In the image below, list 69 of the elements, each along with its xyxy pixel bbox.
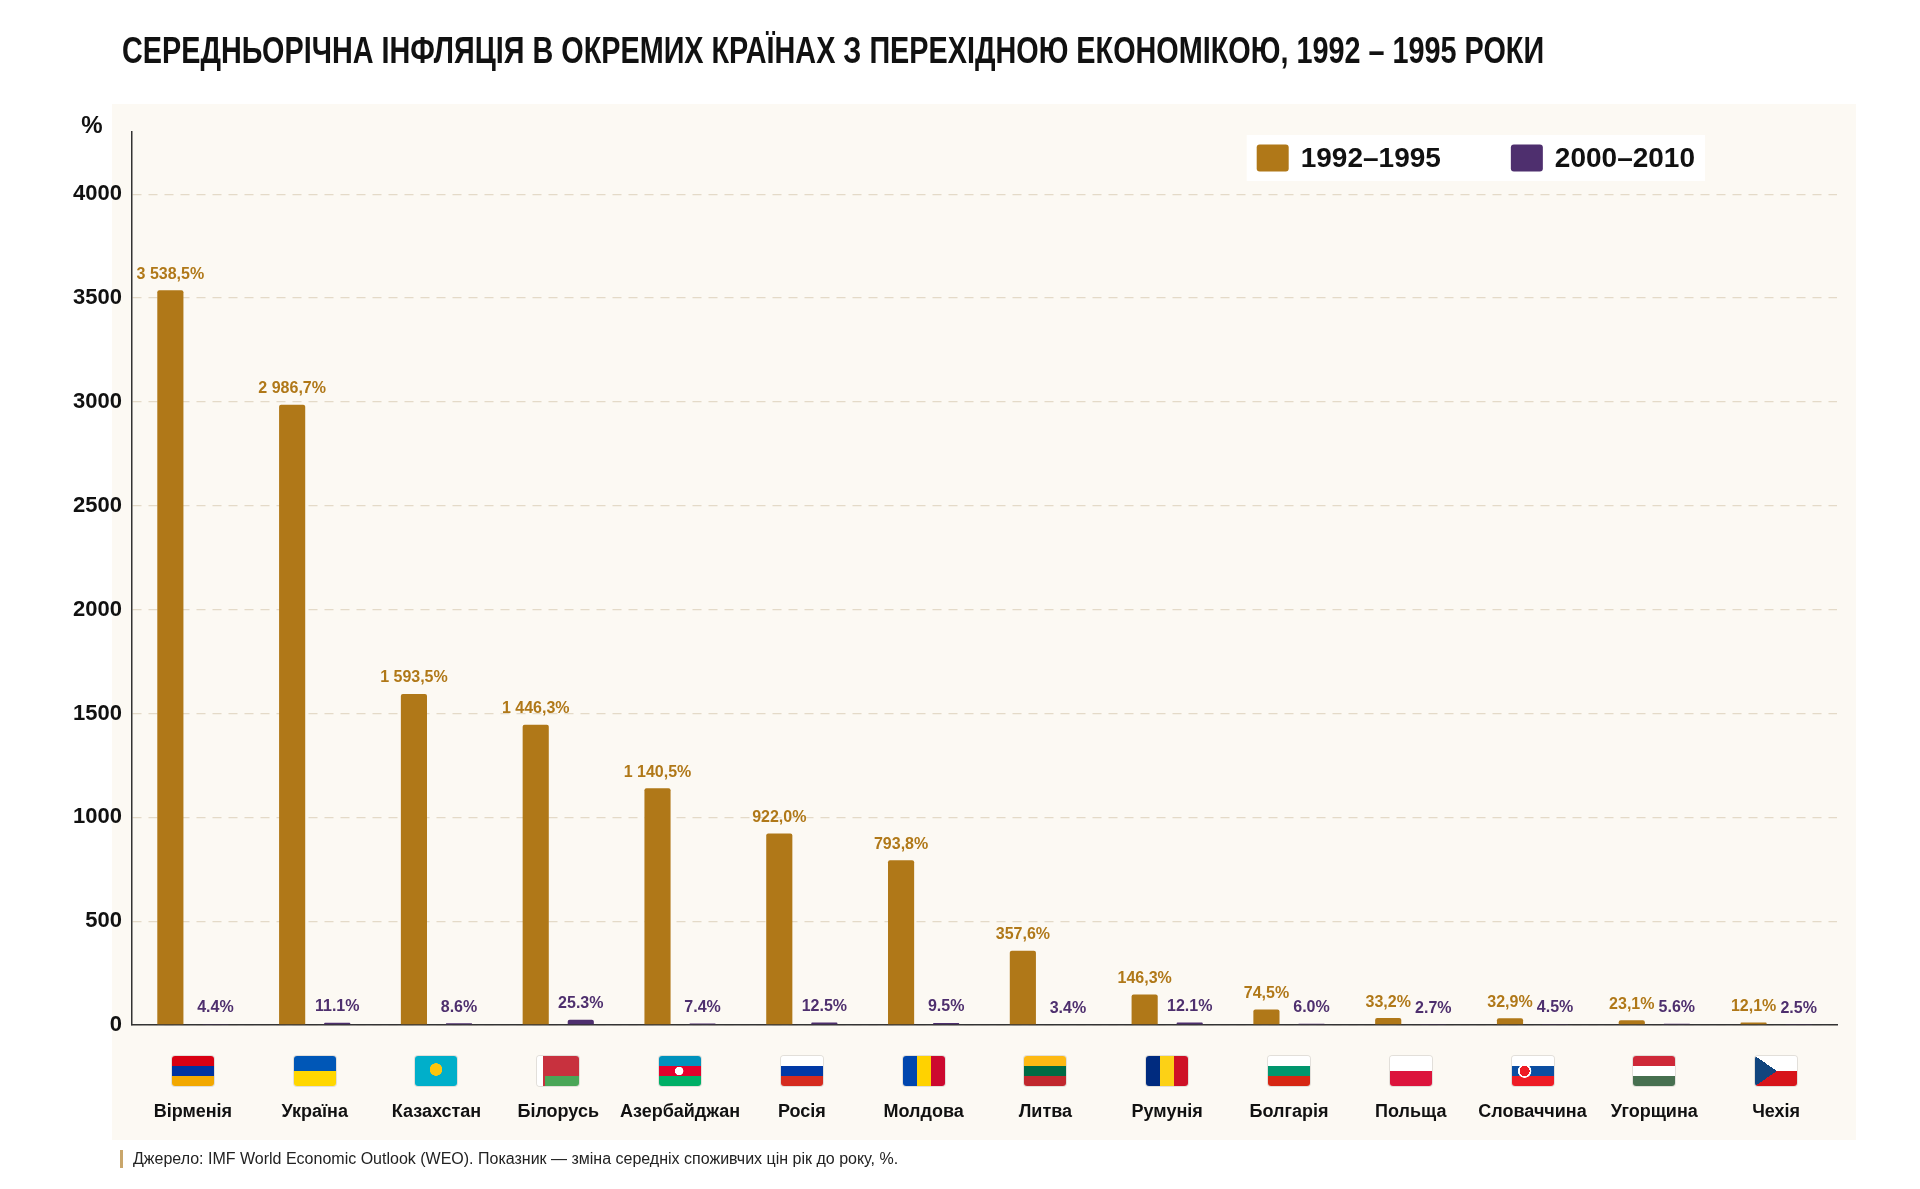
x-tick-label: Чехія [1752,1100,1801,1121]
data-label: 1 140,5% [623,762,692,780]
bar [644,788,671,1025]
data-label: 357,6% [995,925,1050,943]
data-label: 4.4% [197,998,234,1016]
data-label: 793,8% [873,834,929,852]
legend-label: 1992–1995 [1300,141,1441,173]
x-tick-label: Угорщина [1610,1100,1699,1121]
bar [1375,1018,1402,1025]
bar [766,833,793,1025]
bar [1618,1020,1645,1025]
data-label: 12.1% [1167,996,1213,1014]
data-label: 33,2% [1365,992,1411,1010]
y-tick-label: 3500 [73,284,122,310]
data-label: 7.4% [684,997,721,1015]
x-tick-label: Азербайджан [619,1100,741,1121]
data-label: 6.0% [1293,998,1330,1016]
chart-title: СЕРЕДНЬОРІЧНА ІНФЛЯЦІЯ В ОКРЕМИХ КРАЇНАХ З ПЕРЕХІДНОЮ ЕКОНОМІКОЮ, 1992 – 1995 РОКИ [122,30,1545,72]
y-tick-label: 2000 [73,595,122,621]
data-label: 1 446,3% [501,699,570,717]
data-label: 4.5% [1536,998,1574,1016]
data-label: 11.1% [314,997,360,1015]
data-label: 922,0% [752,807,807,825]
y-tick-label: 4000 [73,180,122,206]
x-tick-label: Польща [1375,1100,1448,1121]
y-tick-label: 3000 [73,388,122,414]
x-tick-label: Болгарія [1249,1100,1329,1121]
bar [1009,950,1036,1025]
x-tick-label: Румунія [1131,1100,1203,1121]
data-label: 12.5% [801,996,848,1014]
x-tick-label: Литва [1018,1100,1074,1121]
y-tick-label: 1000 [73,803,122,829]
x-tick-label: Україна [281,1100,349,1121]
data-label: 12,1% [1730,996,1777,1014]
data-label: 146,3% [1117,969,1172,987]
bar [1131,994,1158,1025]
y-tick-label: 1500 [73,699,122,725]
bar [888,860,915,1025]
data-label: 9.5% [927,997,965,1015]
x-tick-label: Словаччина [1478,1100,1588,1121]
x-tick-label: Вірменія [153,1100,233,1121]
y-tick-label: 0 [109,1011,122,1037]
data-label: 25.3% [558,994,604,1012]
x-tick-label: Росія [777,1100,826,1121]
data-label: 74,5% [1243,983,1290,1001]
x-tick-label: Казахстан [391,1100,482,1121]
legend-label: 2000–2010 [1554,141,1696,173]
bar [522,724,549,1025]
data-label: 23,1% [1609,994,1655,1012]
bar [1496,1018,1524,1025]
x-tick-label: Білорусь [517,1100,600,1121]
y-tick-label: 500 [85,907,122,933]
x-tick-label: Молдова [883,1100,965,1121]
data-label: 8.6% [440,997,478,1015]
data-label: 2 986,7% [258,379,326,397]
data-label: 32,9% [1487,992,1533,1010]
data-label: 3.4% [1049,998,1087,1016]
data-label: 2.7% [1415,998,1452,1016]
data-label: 1 593,5% [380,668,448,686]
y-tick-label: 2500 [73,491,122,517]
bar [157,290,184,1025]
y-axis-title: % [81,110,103,138]
bar [279,404,306,1025]
data-label: 5.6% [1658,998,1696,1016]
bar [400,694,427,1025]
text: Джерело: IMF World Economic Outlook (WEO). Показник — зміна середніх споживчих цін рік до року, %. [133,1150,899,1168]
data-label: 3 538,5% [136,264,205,282]
data-label: 2.5% [1780,998,1817,1016]
bar [1253,1009,1280,1025]
